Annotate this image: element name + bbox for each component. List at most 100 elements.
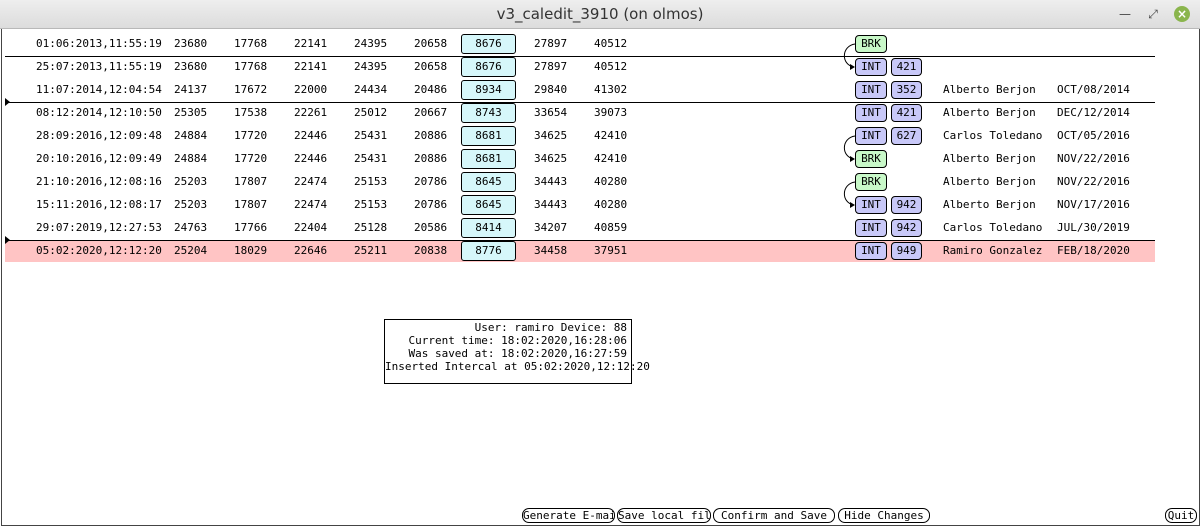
intercal-number-chip[interactable]: 942 <box>891 219 922 237</box>
arrow-head-icon <box>850 156 855 162</box>
table-row[interactable]: 29:07:2019,12:27:53 24763 17766 22404 25128 2… <box>5 217 1155 239</box>
cell-v7: 34207 <box>534 221 568 234</box>
cell-v4: 25431 <box>354 152 388 165</box>
table-row[interactable]: 15:11:2016,12:08:17 25203 17807 22474 25153 2… <box>5 194 1155 216</box>
save-local-file-button[interactable]: Save local file <box>617 508 711 523</box>
value-box[interactable]: 8681 <box>461 126 516 146</box>
row-marker-icon <box>5 236 10 244</box>
row-separator <box>5 56 1155 57</box>
cell-v7: 34625 <box>534 152 568 165</box>
cell-v7: 34443 <box>534 198 568 211</box>
cell-date: 05:02:2020,12:12:20 <box>36 244 162 257</box>
intercal-number-chip[interactable]: 421 <box>891 58 922 76</box>
cell-v8: 40859 <box>594 221 628 234</box>
close-icon[interactable]: × <box>1174 6 1190 22</box>
value-box[interactable]: 8676 <box>461 57 516 77</box>
value-box[interactable]: 8776 <box>461 241 516 261</box>
value-box[interactable]: 8414 <box>461 218 516 238</box>
int-chip[interactable]: INT <box>855 219 887 237</box>
int-chip[interactable]: INT <box>855 81 887 99</box>
arrow-head-icon <box>850 64 855 70</box>
int-chip[interactable]: INT <box>855 196 887 214</box>
value-box[interactable]: 8934 <box>461 80 516 100</box>
cell-v2: 17538 <box>234 106 268 119</box>
confirm-and-save-button[interactable]: Confirm and Save <box>713 508 835 523</box>
int-chip[interactable]: INT <box>855 58 887 76</box>
cell-v1: 25203 <box>174 198 208 211</box>
intercal-number-chip[interactable]: 352 <box>891 81 922 99</box>
cell-date: 25:07:2013,11:55:19 <box>36 60 162 73</box>
cell-v3: 22141 <box>294 37 328 50</box>
cell-v8: 42410 <box>594 152 628 165</box>
cell-v5: 20786 <box>414 175 448 188</box>
cell-v8: 39073 <box>594 106 628 119</box>
int-chip[interactable]: INT <box>855 104 887 122</box>
cell-v7: 34625 <box>534 129 568 142</box>
cell-v2: 17720 <box>234 152 268 165</box>
value-box[interactable]: 8681 <box>461 149 516 169</box>
intercal-number-chip[interactable]: 421 <box>891 104 922 122</box>
cell-v7: 34458 <box>534 244 568 257</box>
brk-chip[interactable]: BRK <box>855 35 887 53</box>
cell-v7: 34443 <box>534 175 568 188</box>
table-row[interactable]: 05:02:2020,12:12:20 25204 18029 22646 25211 2… <box>5 240 1155 262</box>
value-box[interactable]: 8645 <box>461 195 516 215</box>
cell-pdate: NOV/17/2016 <box>1057 198 1130 211</box>
generate-email-button[interactable]: Generate E-mail <box>522 508 615 523</box>
cell-v5: 20786 <box>414 198 448 211</box>
table-row[interactable]: 08:12:2014,12:10:50 25305 17538 22261 25012 2… <box>5 102 1155 124</box>
table-row[interactable]: 21:10:2016,12:08:16 25203 17807 22474 25153 2… <box>5 171 1155 193</box>
cell-person: Alberto Berjon <box>943 175 1036 188</box>
cell-v1: 24884 <box>174 129 208 142</box>
link-connector <box>843 181 856 206</box>
cell-v1: 25203 <box>174 175 208 188</box>
table-row[interactable]: 01:06:2013,11:55:19 23680 17768 22141 24395 2… <box>5 33 1155 55</box>
int-chip[interactable]: INT <box>855 242 887 260</box>
value-box[interactable]: 8743 <box>461 103 516 123</box>
intercal-number-chip[interactable]: 627 <box>891 127 922 145</box>
cell-v1: 24763 <box>174 221 208 234</box>
info-panel: User: ramiro Device: 88 Current time: 18… <box>384 319 650 384</box>
row-separator <box>5 102 1155 103</box>
cell-v5: 20658 <box>414 60 448 73</box>
cell-v2: 17766 <box>234 221 268 234</box>
cell-v3: 22474 <box>294 175 328 188</box>
table-row[interactable]: 25:07:2013,11:55:19 23680 17768 22141 24395 2… <box>5 56 1155 78</box>
cell-v7: 27897 <box>534 60 568 73</box>
value-box[interactable]: 8645 <box>461 172 516 192</box>
cell-v8: 40280 <box>594 198 628 211</box>
maximize-icon[interactable]: ⤢ <box>1148 7 1158 21</box>
int-chip[interactable]: INT <box>855 127 887 145</box>
value-box[interactable]: 8676 <box>461 34 516 54</box>
cell-person: Alberto Berjon <box>943 83 1036 96</box>
cell-v1: 23680 <box>174 37 208 50</box>
table-row[interactable]: 28:09:2016,12:09:48 24884 17720 22446 25431 2… <box>5 125 1155 147</box>
cell-v7: 33654 <box>534 106 568 119</box>
cell-v5: 20586 <box>414 221 448 234</box>
cell-v5: 20886 <box>414 129 448 142</box>
cell-v1: 25305 <box>174 106 208 119</box>
cell-person: Alberto Berjon <box>943 106 1036 119</box>
cell-date: 29:07:2019,12:27:53 <box>36 221 162 234</box>
cell-date: 28:09:2016,12:09:48 <box>36 129 162 142</box>
intercal-number-chip[interactable]: 949 <box>891 242 922 260</box>
cell-v4: 24395 <box>354 37 388 50</box>
quit-button[interactable]: Quit <box>1165 508 1197 523</box>
cell-v5: 20667 <box>414 106 448 119</box>
brk-chip[interactable]: BRK <box>855 173 887 191</box>
table-row[interactable]: 20:10:2016,12:09:49 24884 17720 22446 25431 2… <box>5 148 1155 170</box>
cell-v4: 25128 <box>354 221 388 234</box>
brk-chip[interactable]: BRK <box>855 150 887 168</box>
info-user: User: ramiro Device: 88 <box>474 321 627 334</box>
window-titlebar: v3_caledit_3910 (on olmos) — ⤢ × <box>0 0 1200 29</box>
table-row[interactable]: 11:07:2014,12:04:54 24137 17672 22000 24434 2… <box>5 79 1155 101</box>
cell-v8: 37951 <box>594 244 628 257</box>
cell-date: 21:10:2016,12:08:16 <box>36 175 162 188</box>
cell-v5: 20886 <box>414 152 448 165</box>
hide-changes-button[interactable]: Hide Changes <box>838 508 930 523</box>
minimize-icon[interactable]: — <box>1119 7 1131 21</box>
cell-v2: 18029 <box>234 244 268 257</box>
cell-v4: 25012 <box>354 106 388 119</box>
intercal-number-chip[interactable]: 942 <box>891 196 922 214</box>
